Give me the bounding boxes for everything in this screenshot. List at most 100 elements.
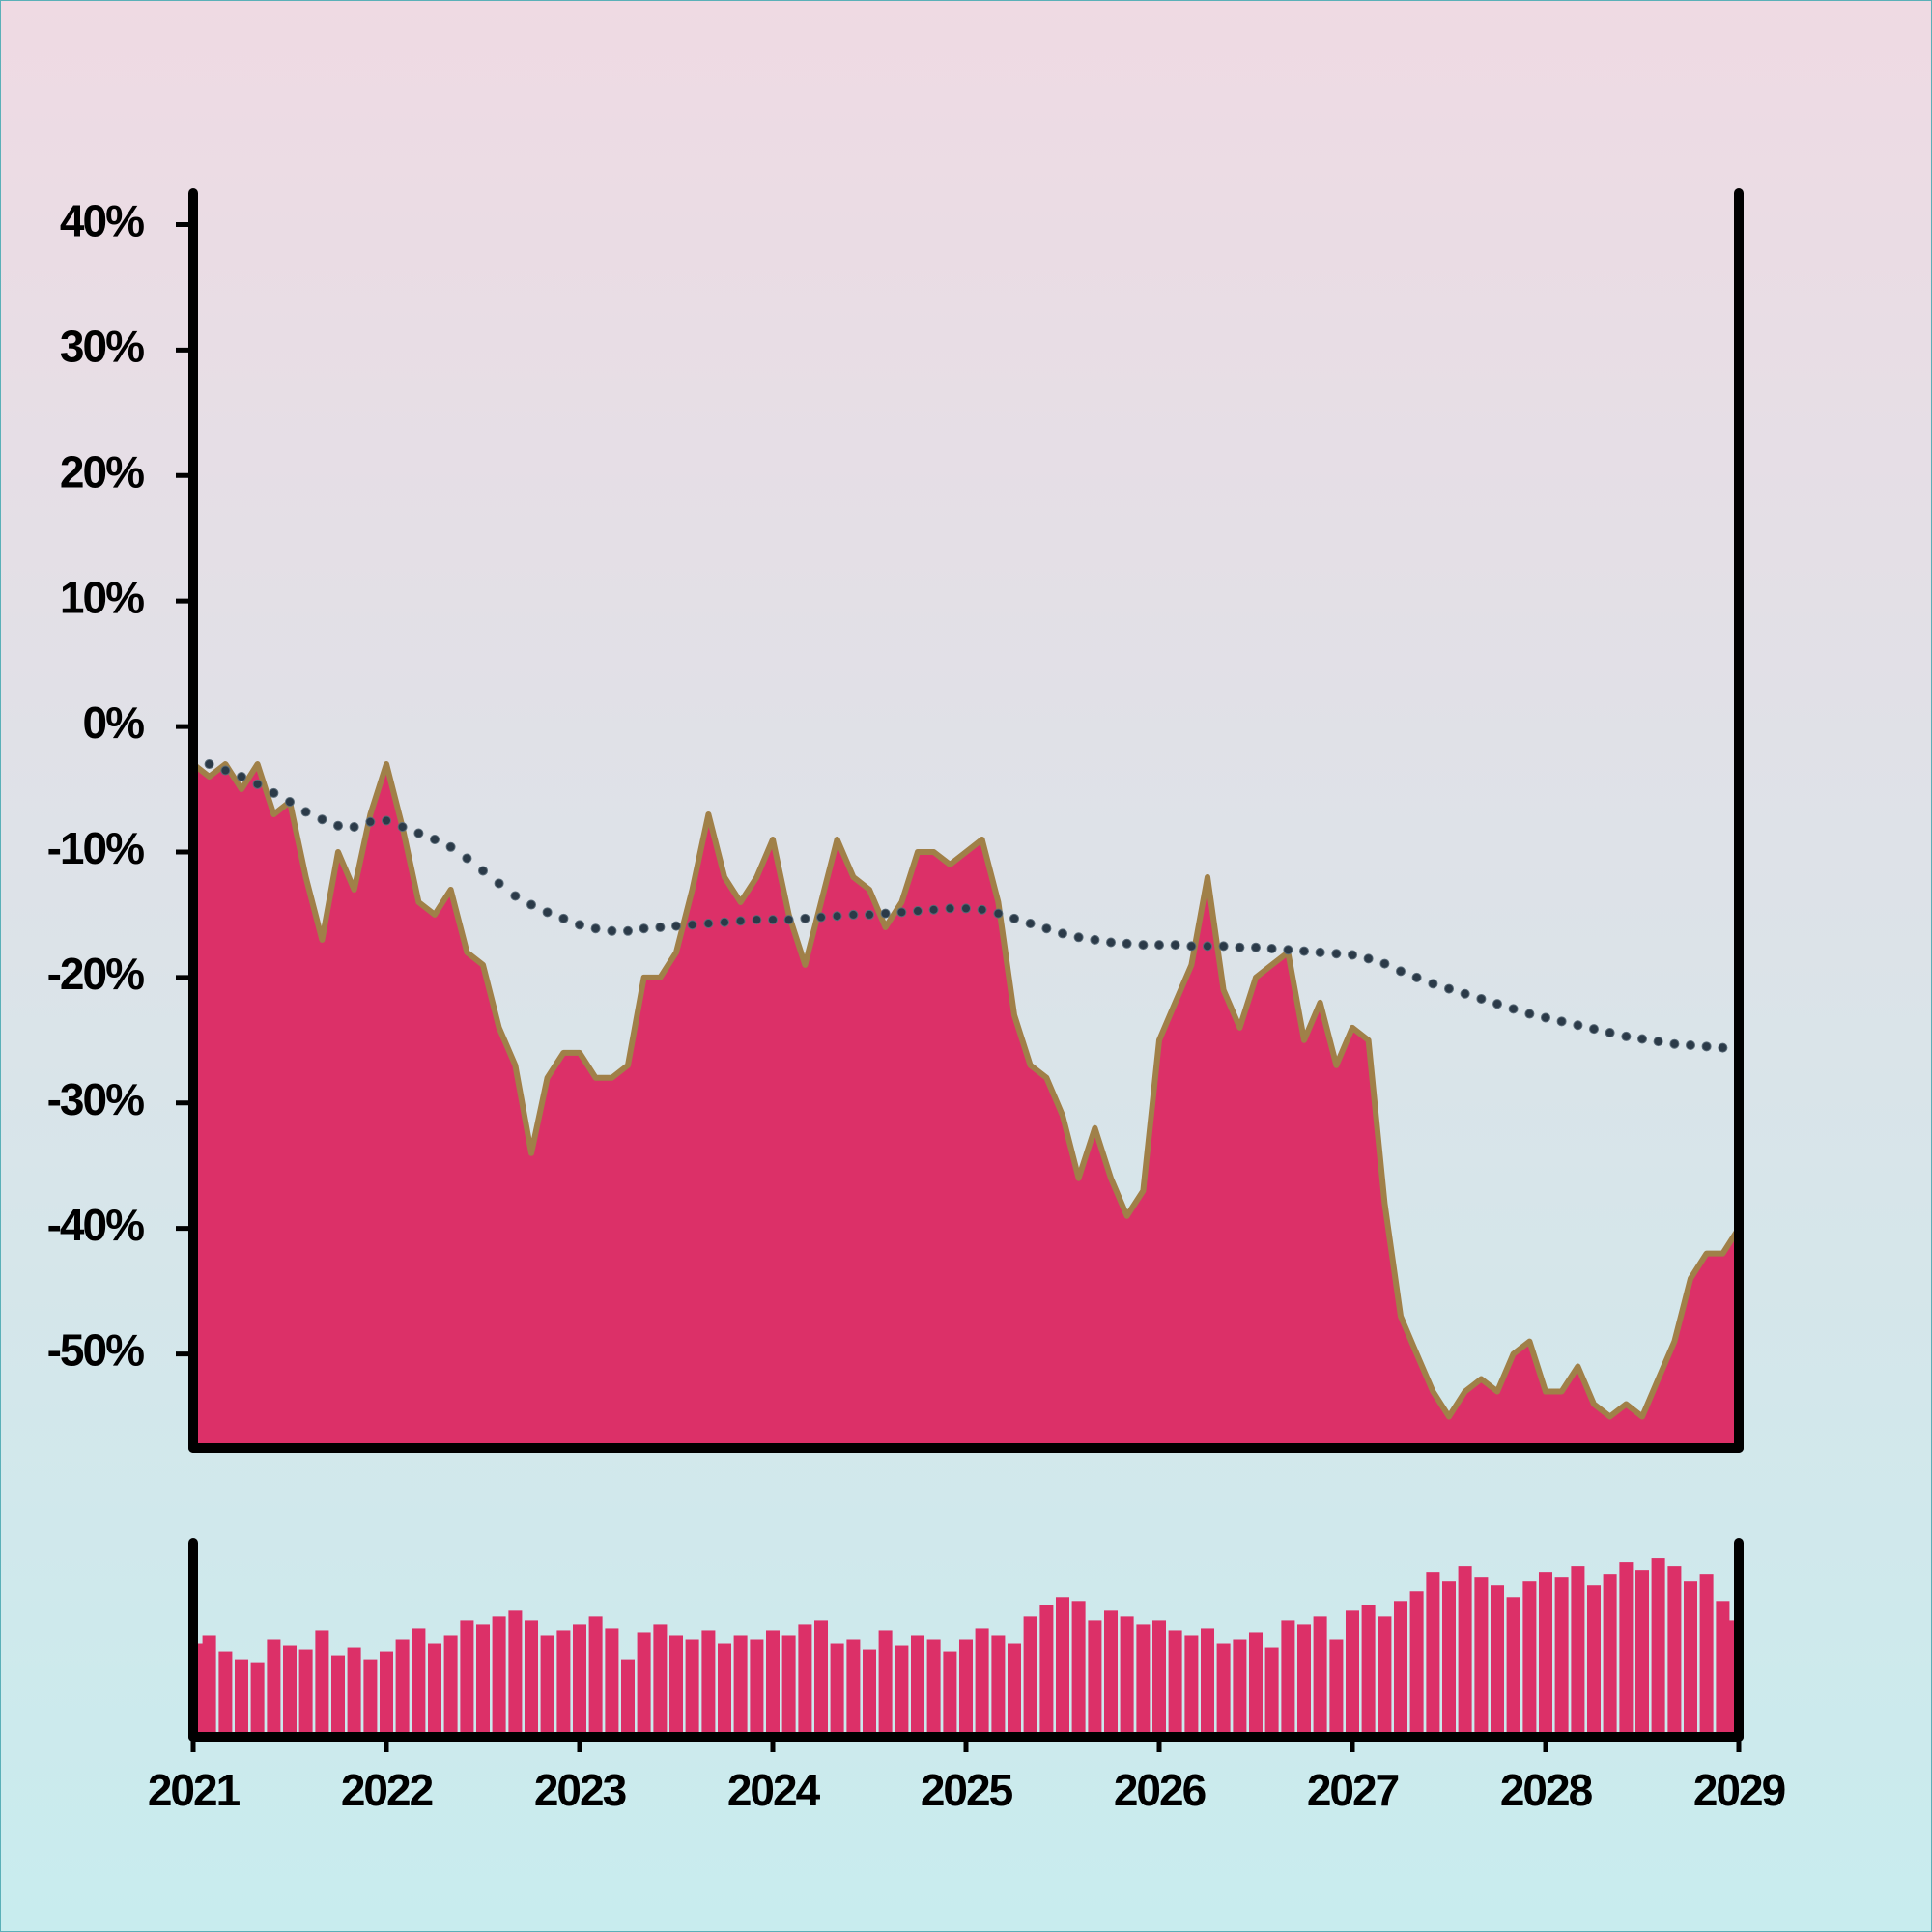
volume-bar <box>1634 1570 1650 1737</box>
x-tick-label: 2026 <box>1114 1765 1206 1815</box>
y-tick-label: -20% <box>47 949 144 999</box>
average-dot <box>752 915 762 925</box>
average-dot <box>1138 940 1149 951</box>
volume-bar <box>895 1645 909 1737</box>
x-tick-label: 2022 <box>341 1765 433 1815</box>
average-dot <box>237 772 246 782</box>
volume-bar <box>1554 1577 1569 1737</box>
average-dot <box>607 925 617 936</box>
volume-bar <box>1329 1639 1344 1737</box>
x-tick-label: 2028 <box>1500 1765 1593 1815</box>
volume-bar <box>781 1635 796 1737</box>
volume-bar <box>1184 1635 1199 1737</box>
volume-bar <box>1023 1616 1037 1737</box>
average-dot <box>1251 942 1261 952</box>
average-dot <box>913 906 923 917</box>
volume-bar <box>1441 1581 1457 1737</box>
volume-bar <box>1474 1577 1489 1737</box>
area <box>193 764 1739 1448</box>
volume-bar <box>1071 1601 1086 1737</box>
volume-bar <box>1264 1647 1279 1737</box>
average-dot <box>382 815 391 826</box>
average-dot <box>1106 937 1116 948</box>
volume-bar <box>1120 1616 1134 1737</box>
x-tick-label: 2027 <box>1307 1765 1399 1815</box>
average-dot <box>1186 941 1197 952</box>
average-dot <box>1653 1037 1663 1047</box>
volume-bar <box>1168 1630 1182 1737</box>
average-dot <box>252 779 263 789</box>
volume-bar <box>765 1630 781 1737</box>
volume-bar <box>878 1630 893 1737</box>
average-dot <box>1025 919 1036 929</box>
volume-bar <box>1216 1643 1231 1737</box>
average-dot <box>1299 946 1309 956</box>
volume-bar <box>572 1624 587 1737</box>
average-dot <box>1041 923 1052 934</box>
volume-bar <box>412 1628 426 1737</box>
volume-bar <box>1506 1597 1520 1737</box>
volume-bar <box>991 1635 1006 1737</box>
average-dot <box>1411 972 1422 982</box>
average-dot <box>1573 1020 1583 1031</box>
volume-bar <box>588 1616 603 1737</box>
volume-bar <box>653 1624 668 1737</box>
volume-bar <box>540 1635 554 1737</box>
average-dot <box>1669 1038 1680 1049</box>
volume-bar <box>1200 1628 1215 1737</box>
volume-bar <box>1603 1574 1617 1737</box>
volume-bar <box>267 1639 281 1737</box>
average-dot <box>768 915 778 925</box>
average-dot <box>1605 1028 1615 1038</box>
area-line <box>191 761 1742 1420</box>
volume-bar <box>1233 1639 1247 1737</box>
average-dot <box>655 922 666 932</box>
average-dot <box>349 821 359 832</box>
volume-bar <box>395 1639 410 1737</box>
average-dot <box>558 913 569 923</box>
volume-bar <box>298 1649 313 1737</box>
average-dot <box>687 920 697 930</box>
volume-bar <box>1313 1616 1327 1737</box>
y-tick-label: -10% <box>47 823 144 873</box>
volume-bar <box>1667 1566 1682 1737</box>
average-dot <box>300 807 311 817</box>
volume-bar <box>1103 1610 1119 1737</box>
x-tick-label: 2021 <box>148 1765 241 1815</box>
x-tick-label: 2029 <box>1693 1765 1785 1815</box>
average-dot <box>848 909 859 920</box>
volume-bar <box>1538 1572 1553 1737</box>
average-dot <box>1122 938 1132 949</box>
average-dot <box>1170 940 1180 951</box>
average-dot <box>1331 949 1342 959</box>
average-dot <box>220 765 231 776</box>
volume-bar <box>1248 1632 1264 1737</box>
volume-bar <box>750 1639 764 1737</box>
volume-bar <box>508 1610 523 1737</box>
volume-bar <box>846 1639 861 1737</box>
average-dot <box>896 907 907 918</box>
volume-bar <box>1619 1562 1634 1737</box>
volume-bar <box>1719 1620 1734 1737</box>
volume-bar <box>218 1651 233 1737</box>
volume-bar <box>620 1659 636 1737</box>
average-dot <box>977 904 987 915</box>
volume-bar <box>282 1645 298 1737</box>
average-dot <box>1444 983 1454 994</box>
volume-bar <box>668 1635 684 1737</box>
volume-bar <box>1571 1566 1585 1737</box>
average-dot <box>1541 1012 1550 1023</box>
average-dot <box>1379 958 1390 969</box>
volume-bar <box>830 1643 844 1737</box>
average-dot <box>510 891 521 901</box>
volume-bar <box>347 1647 361 1737</box>
average-dot <box>928 904 939 915</box>
volume-bar <box>443 1635 458 1737</box>
average-dot <box>783 915 794 925</box>
average-dot <box>333 820 343 831</box>
volume-bar <box>1699 1574 1714 1737</box>
volume-bar <box>1378 1616 1392 1737</box>
average-dot <box>285 797 295 808</box>
average-dot <box>800 913 810 923</box>
average-dot <box>1266 943 1277 953</box>
